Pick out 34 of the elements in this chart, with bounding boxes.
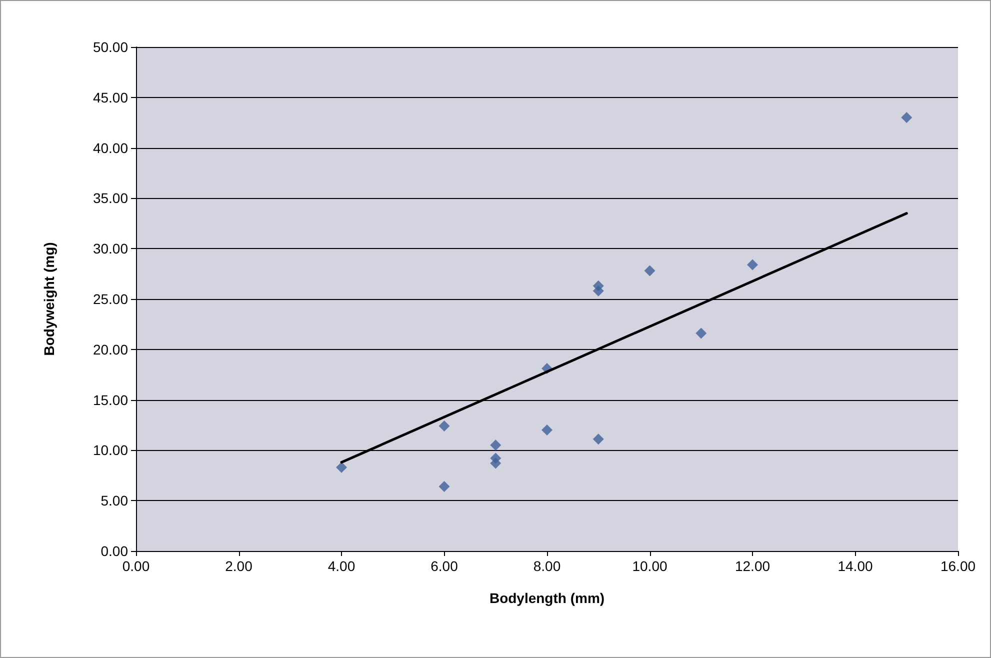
x-tick-label: 6.00 xyxy=(430,558,458,574)
x-tick-label: 16.00 xyxy=(940,558,976,574)
x-tick-label: 14.00 xyxy=(838,558,873,574)
x-tick-label: 2.00 xyxy=(225,558,253,574)
x-tick-label: 10.00 xyxy=(632,558,668,574)
point xyxy=(592,434,604,445)
y-tick-label: 20.00 xyxy=(92,341,128,358)
x-tick-label: 12.00 xyxy=(734,558,770,574)
x-tick-label: 8.00 xyxy=(533,558,561,574)
point xyxy=(542,424,552,436)
x-axis-title: Bodylength (mm) xyxy=(489,590,605,606)
point xyxy=(336,462,347,473)
y-tick-label: 25.00 xyxy=(92,291,128,307)
point xyxy=(592,285,604,296)
y-tick-label: 35.00 xyxy=(92,190,128,206)
x-tick-label: 4.00 xyxy=(328,558,356,574)
point xyxy=(901,112,912,124)
point xyxy=(490,458,502,469)
y-tick-label: 50.00 xyxy=(92,39,128,55)
y-tick-label: 0.00 xyxy=(100,543,128,559)
point xyxy=(438,420,450,432)
y-tick-label: 10.00 xyxy=(92,442,128,458)
point xyxy=(438,480,450,492)
point xyxy=(490,440,502,451)
y-tick-label: 30.00 xyxy=(92,240,128,257)
point xyxy=(696,328,707,339)
point xyxy=(644,265,656,276)
y-tick-label: 45.00 xyxy=(92,89,128,106)
x-tick-label: 0.00 xyxy=(122,558,150,574)
y-tick-label: 40.00 xyxy=(92,140,128,156)
y-axis-title: Bodyweight (mg) xyxy=(41,242,57,356)
y-tick-label: 5.00 xyxy=(100,492,128,509)
y-tick-label: 15.00 xyxy=(92,392,128,408)
point xyxy=(747,259,758,270)
